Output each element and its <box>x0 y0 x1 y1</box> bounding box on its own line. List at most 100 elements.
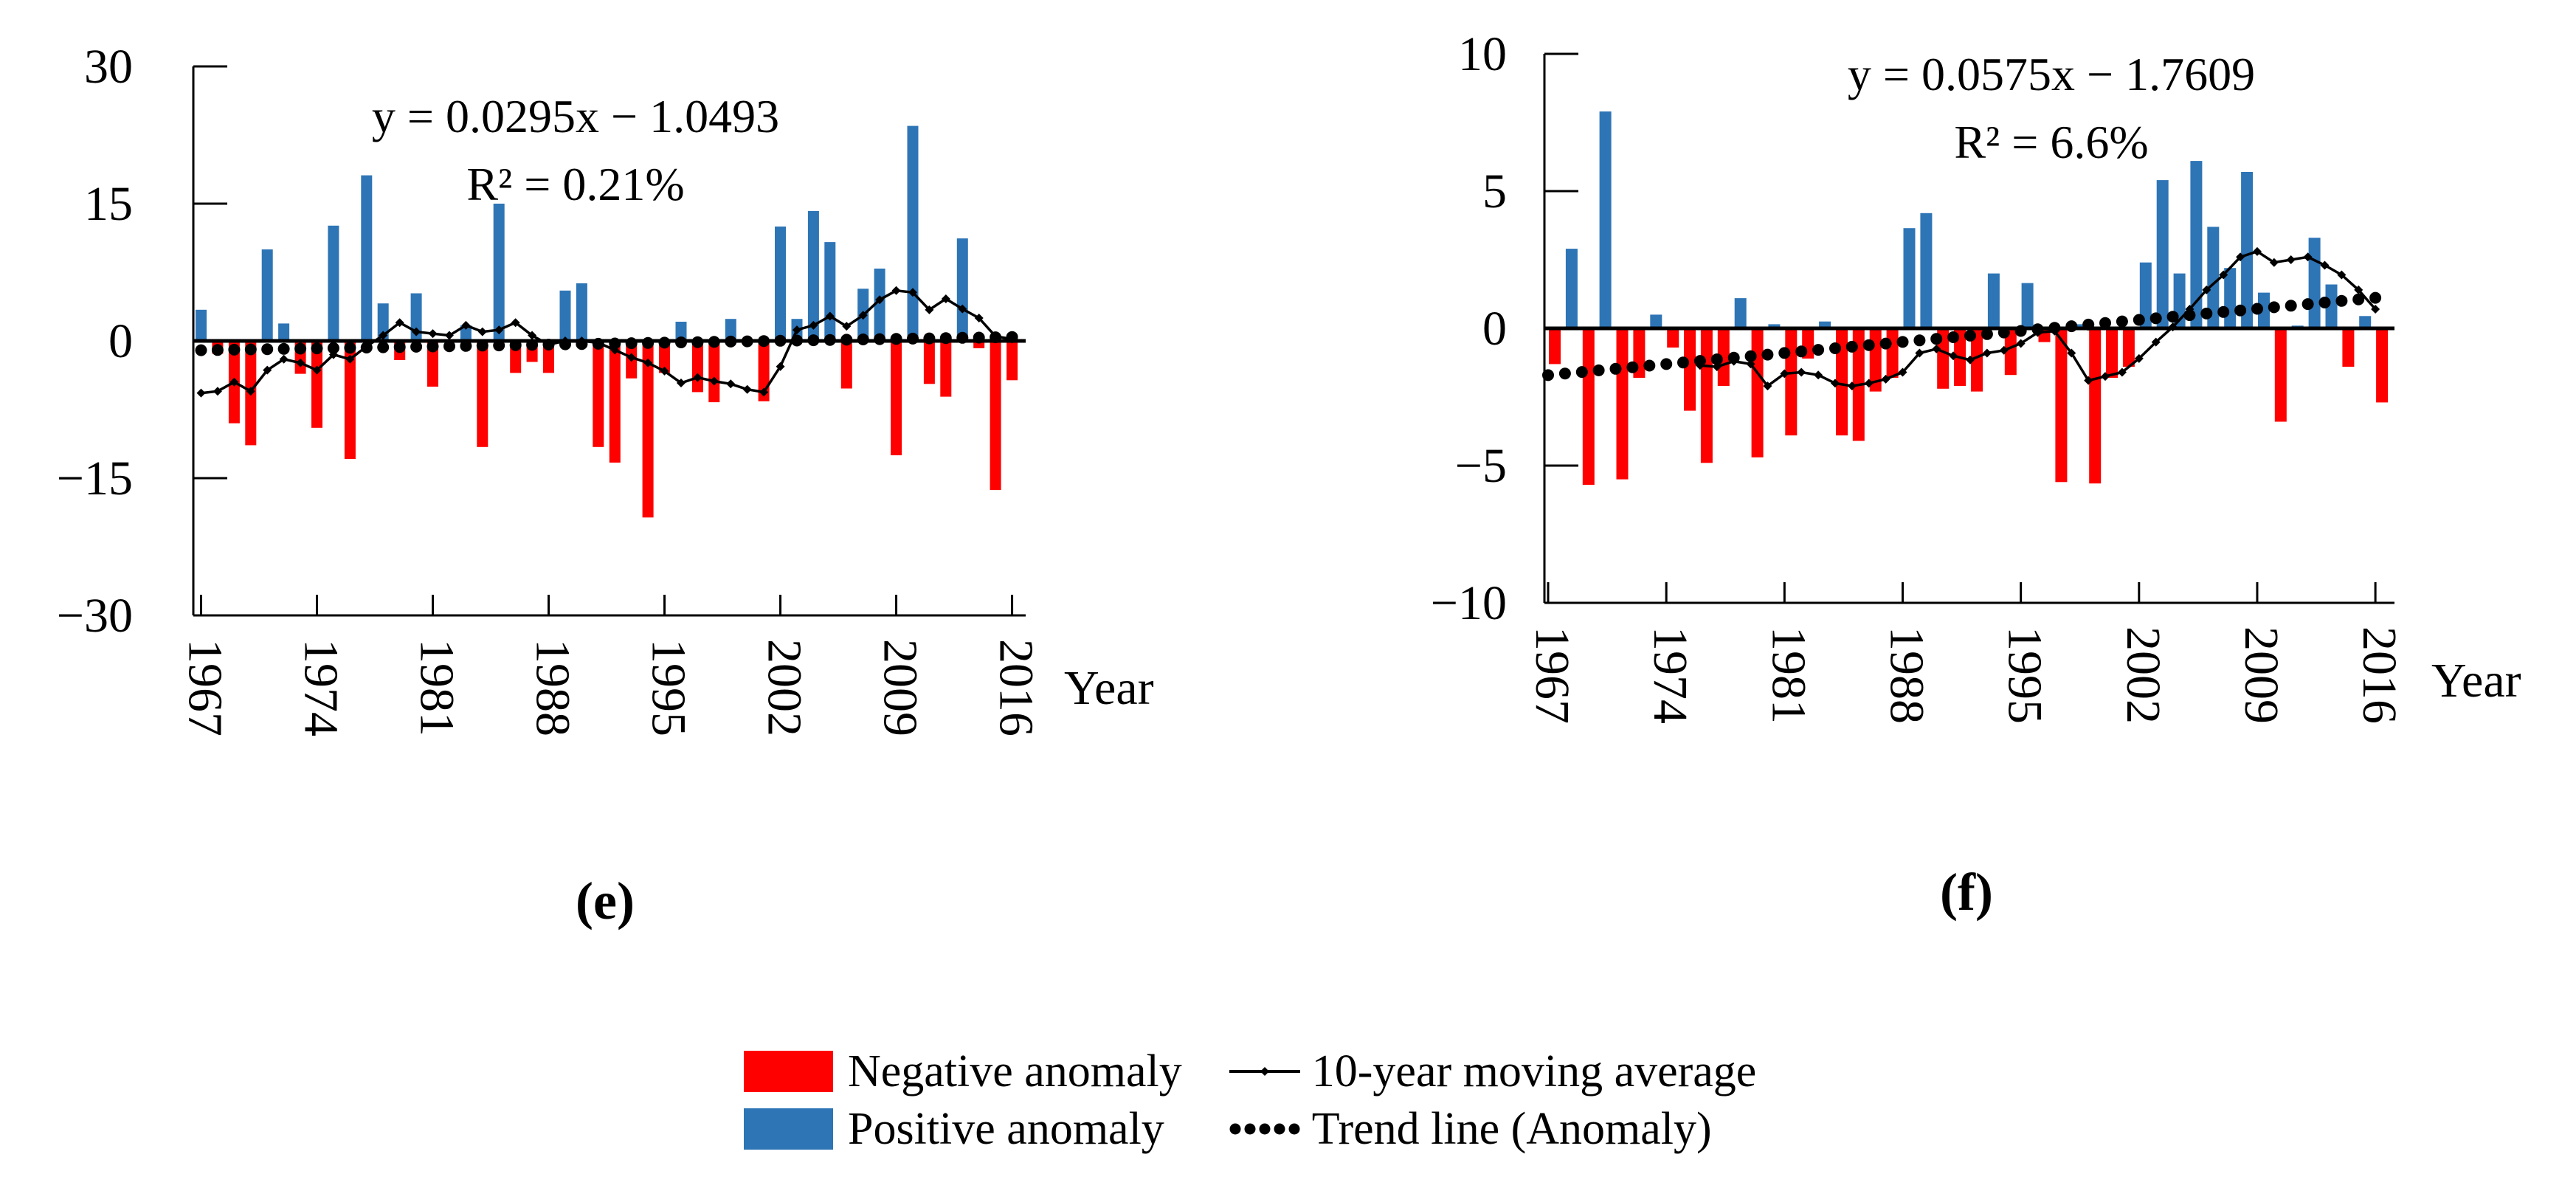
trend-dot-e-1992 <box>609 337 621 350</box>
x-tick-label-e-2009: 2009 <box>874 639 928 736</box>
moving-average-marker-f-1992 <box>1966 355 1975 365</box>
bar-f-2014 <box>2342 328 2355 367</box>
legend-item-positive: Positive anomaly <box>744 1104 1182 1154</box>
bar-e-1996 <box>675 322 687 341</box>
moving-average-marker-f-2006 <box>2202 285 2211 294</box>
x-tick-label-e-1981: 1981 <box>410 639 464 736</box>
bar-e-1992 <box>609 341 621 463</box>
trend-dot-e-1989 <box>559 338 571 350</box>
moving-average-marker-f-2004 <box>2168 322 2178 332</box>
trend-line-marker-icon <box>1228 1118 1302 1140</box>
trend-dot-e-2009 <box>890 333 902 345</box>
trend-dot-f-1995 <box>2014 325 2027 337</box>
bar-f-2002 <box>2139 262 2152 328</box>
trend-dot-e-1975 <box>327 342 339 354</box>
moving-average-marker-f-1994 <box>1999 345 2009 355</box>
bar-f-1967 <box>1549 328 1561 365</box>
moving-average-marker-e-1994 <box>643 358 653 367</box>
moving-average-marker-e-1987 <box>528 331 537 340</box>
y-tick-label-e-15: 15 <box>84 177 133 231</box>
legend-label-moving-average: 10-year moving average <box>1311 1046 1757 1097</box>
trend-dot-f-2010 <box>2268 301 2280 314</box>
legend: Negative anomaly 10-year moving average … <box>744 1046 1757 1154</box>
moving-average-marker-f-1986 <box>1864 379 1874 388</box>
trend-dot-e-2002 <box>774 334 787 347</box>
y-tick-label-f--5: −5 <box>1455 439 1507 493</box>
y-tick-label-e-30: 30 <box>84 40 133 94</box>
bar-f-1973 <box>1650 314 1662 328</box>
moving-average-marker-e-1976 <box>345 354 355 364</box>
trend-dot-f-1987 <box>1879 337 1892 350</box>
trend-dot-f-2001 <box>2116 315 2128 328</box>
moving-average-marker-e-1999 <box>726 379 736 389</box>
bar-e-2006 <box>840 341 852 389</box>
moving-average-marker-e-1985 <box>494 325 504 335</box>
trend-dot-e-1967 <box>195 344 207 356</box>
moving-average-marker-f-1979 <box>1746 359 1755 369</box>
moving-average-marker-e-2005 <box>825 311 835 321</box>
trend-dot-e-1990 <box>576 338 588 350</box>
moving-average-marker-e-2013 <box>958 304 967 314</box>
x-tick-label-e-1988: 1988 <box>526 639 580 736</box>
trend-dot-f-2015 <box>2352 293 2365 305</box>
bar-e-1975 <box>328 225 339 341</box>
bar-f-2013 <box>2325 284 2338 328</box>
moving-average-marker-f-1990 <box>1932 344 1941 353</box>
trend-dot-f-1979 <box>1744 350 1757 362</box>
bar-e-2012 <box>940 341 952 397</box>
trend-dot-f-1989 <box>1913 334 1926 347</box>
bar-e-1981 <box>427 341 438 387</box>
bar-f-2006 <box>2207 227 2220 328</box>
bar-f-1980 <box>1768 324 1781 328</box>
trend-dot-e-2001 <box>758 335 770 348</box>
trend-dot-f-1969 <box>1575 366 1588 379</box>
trend-dot-e-2003 <box>791 334 803 347</box>
trend-dot-e-1996 <box>675 336 687 348</box>
bar-f-1981 <box>1785 328 1798 436</box>
moving-average-marker-f-2016 <box>2371 304 2380 314</box>
trend-dot-e-2014 <box>973 331 985 344</box>
trend-dot-f-1967 <box>1542 369 1554 381</box>
bar-e-1977 <box>361 175 373 341</box>
moving-average-marker-e-1986 <box>511 318 520 328</box>
trend-dot-f-1975 <box>1677 356 1689 369</box>
moving-average-marker-f-1991 <box>1949 351 1958 361</box>
moving-average-marker-f-1989 <box>1915 348 1924 358</box>
chart-f-xaxis-title: Year <box>2431 654 2521 708</box>
trend-dot-f-1981 <box>1778 347 1791 359</box>
negative-anomaly-swatch <box>744 1051 833 1092</box>
x-tick-label-e-2016: 2016 <box>990 639 1043 736</box>
trend-dot-f-1972 <box>1626 361 1639 373</box>
bar-e-1983 <box>460 325 472 341</box>
bar-f-1977 <box>1717 328 1730 387</box>
chart-f-r2: R² = 6.6% <box>1954 116 2149 168</box>
x-tick-label-f-1995: 1995 <box>1998 626 2052 724</box>
moving-average-marker-e-1978 <box>379 331 388 340</box>
bar-f-2012 <box>2308 238 2321 328</box>
trend-dot-e-1981 <box>427 340 439 353</box>
trend-dot-e-1985 <box>493 339 505 352</box>
moving-average-marker-f-1984 <box>1830 379 1840 388</box>
bar-e-1997 <box>691 341 703 393</box>
bar-f-2008 <box>2241 172 2254 328</box>
moving-average-marker-e-1998 <box>709 376 719 386</box>
trend-dot-f-1968 <box>1558 367 1571 380</box>
moving-average-marker-e-1969 <box>229 377 239 387</box>
bar-e-2002 <box>775 227 786 341</box>
bar-e-1972 <box>278 323 290 341</box>
y-tick-label-f--10: −10 <box>1431 576 1507 630</box>
trend-dot-e-1978 <box>377 341 390 353</box>
bar-e-2008 <box>874 269 885 341</box>
trend-dot-f-1998 <box>2065 320 2078 333</box>
bar-f-1993 <box>1987 273 2000 328</box>
bar-e-1995 <box>659 341 670 373</box>
legend-label-negative: Negative anomaly <box>848 1046 1182 1097</box>
trend-dot-e-2016 <box>1006 331 1018 343</box>
moving-average-marker-f-1988 <box>1898 367 1907 377</box>
trend-dot-e-2006 <box>840 334 853 346</box>
y-tick-label-e-0: 0 <box>108 314 133 368</box>
moving-average-marker-f-2002 <box>2134 353 2144 363</box>
moving-average-marker-f-2009 <box>2252 246 2262 256</box>
trend-dot-e-1983 <box>460 339 472 352</box>
moving-average-marker-e-1980 <box>412 327 421 336</box>
